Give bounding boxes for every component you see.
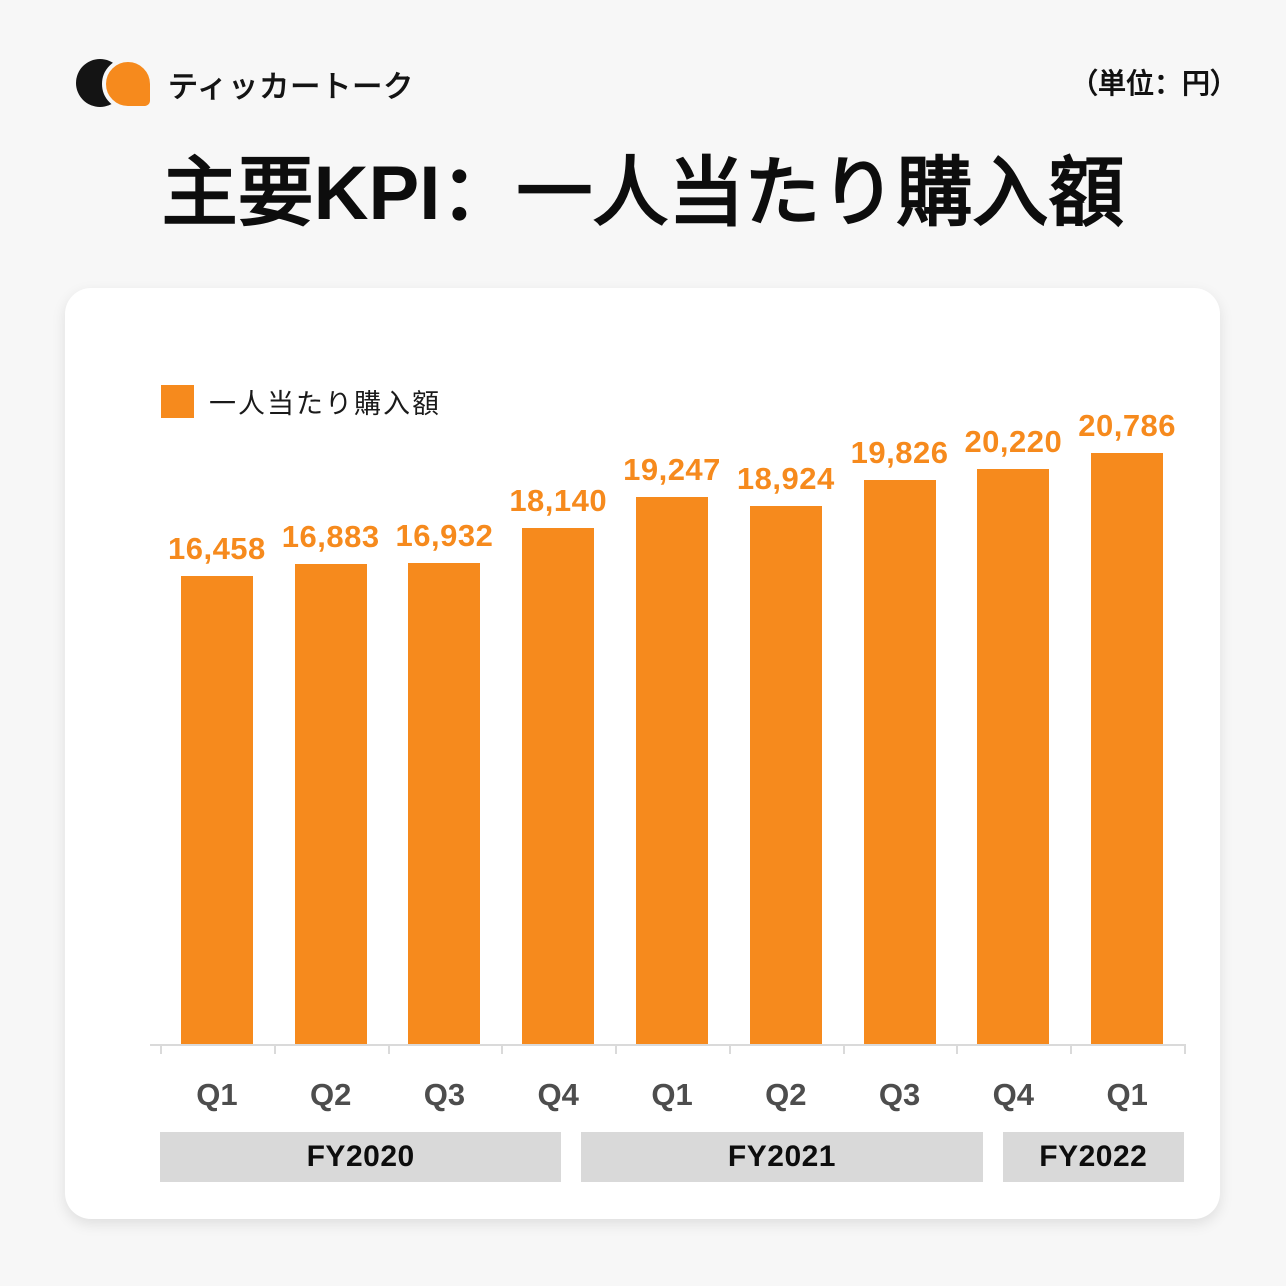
bar — [408, 563, 481, 1044]
x-axis-tick — [956, 1044, 959, 1054]
brand-logo-icon — [76, 58, 154, 110]
bar-value-label: 16,932 — [395, 518, 494, 553]
x-axis-label: Q4 — [992, 1077, 1035, 1112]
bar-value-label: 19,826 — [850, 435, 949, 470]
x-axis-tick — [501, 1044, 504, 1054]
fy-band: FY2020 — [160, 1132, 562, 1182]
bar-group: 19,247 — [615, 384, 729, 1044]
bar — [863, 480, 936, 1044]
bar-value-label: 19,247 — [623, 452, 721, 487]
fiscal-year-bands: FY2020 FY2021 FY2022 — [160, 1132, 1185, 1182]
bar — [180, 576, 253, 1044]
x-axis-label: Q2 — [309, 1077, 352, 1112]
bar — [1091, 453, 1164, 1044]
bar-group: 19,826 — [843, 384, 957, 1044]
bar-value-label: 20,786 — [1078, 408, 1177, 443]
bar-group: 18,140 — [501, 384, 615, 1044]
bar-group: 18,924 — [729, 384, 843, 1044]
x-axis-tick — [160, 1044, 162, 1054]
x-axis-tick — [615, 1044, 618, 1054]
x-axis-tick — [273, 1044, 276, 1054]
bar — [749, 506, 822, 1044]
page-title: 主要KPI：一人当たり購入額 — [161, 151, 1125, 236]
bar-group: 20,220 — [956, 384, 1070, 1044]
x-axis-tick — [1070, 1044, 1073, 1054]
bar — [522, 528, 595, 1044]
bar-value-label: 20,220 — [964, 424, 1063, 459]
x-axis-label: Q1 — [651, 1077, 693, 1112]
bar — [977, 469, 1050, 1044]
x-axis-line — [150, 1044, 1185, 1046]
bar-group: 16,932 — [388, 384, 502, 1044]
unit-label: （単位：円） — [1069, 68, 1238, 99]
x-axis-tick — [842, 1044, 845, 1054]
brand-logo: ティッカートーク — [76, 58, 414, 110]
bar-value-label: 16,883 — [281, 519, 380, 554]
bar-series: 16,458 16,883 16,932 18,140 19,247 18,924 19,8… — [160, 384, 1184, 1044]
x-axis-tick — [387, 1044, 390, 1054]
x-axis-label: Q4 — [537, 1077, 579, 1112]
x-axis-label: Q3 — [878, 1077, 921, 1112]
x-axis-label: Q3 — [423, 1077, 466, 1112]
bar — [294, 564, 367, 1044]
speech-bubble-orange-icon — [102, 58, 154, 110]
legend-label: 一人当たり購入額 — [209, 389, 441, 419]
bar-value-label: 18,924 — [736, 461, 835, 496]
x-axis-label: Q1 — [1106, 1077, 1148, 1112]
fy-band: FY2021 — [581, 1132, 983, 1182]
bar-group: 20,786 — [1070, 384, 1184, 1044]
x-axis-label: Q1 — [196, 1077, 238, 1112]
chart-card: 一人当たり購入額 16,458 16,883 16,932 18,140 19,247 1… — [65, 288, 1220, 1219]
brand-name: ティッカートーク — [168, 71, 415, 104]
x-axis-label: Q2 — [765, 1077, 807, 1112]
chart-legend: 一人当たり購入額 — [161, 382, 441, 421]
bar-group: 16,883 — [274, 384, 388, 1044]
bar-value-label: 18,140 — [509, 483, 608, 518]
fy-band: FY2022 — [1002, 1132, 1185, 1182]
bar-group: 16,458 — [160, 384, 274, 1044]
x-axis-tick — [728, 1044, 731, 1054]
x-axis-tick — [1184, 1044, 1186, 1054]
x-axis-labels: Q1 Q2 Q3 Q4 Q1 Q2 Q3 Q4 Q1 — [160, 1071, 1184, 1119]
legend-swatch — [161, 385, 194, 418]
bar — [636, 497, 709, 1044]
bar-value-label: 16,458 — [167, 531, 266, 566]
